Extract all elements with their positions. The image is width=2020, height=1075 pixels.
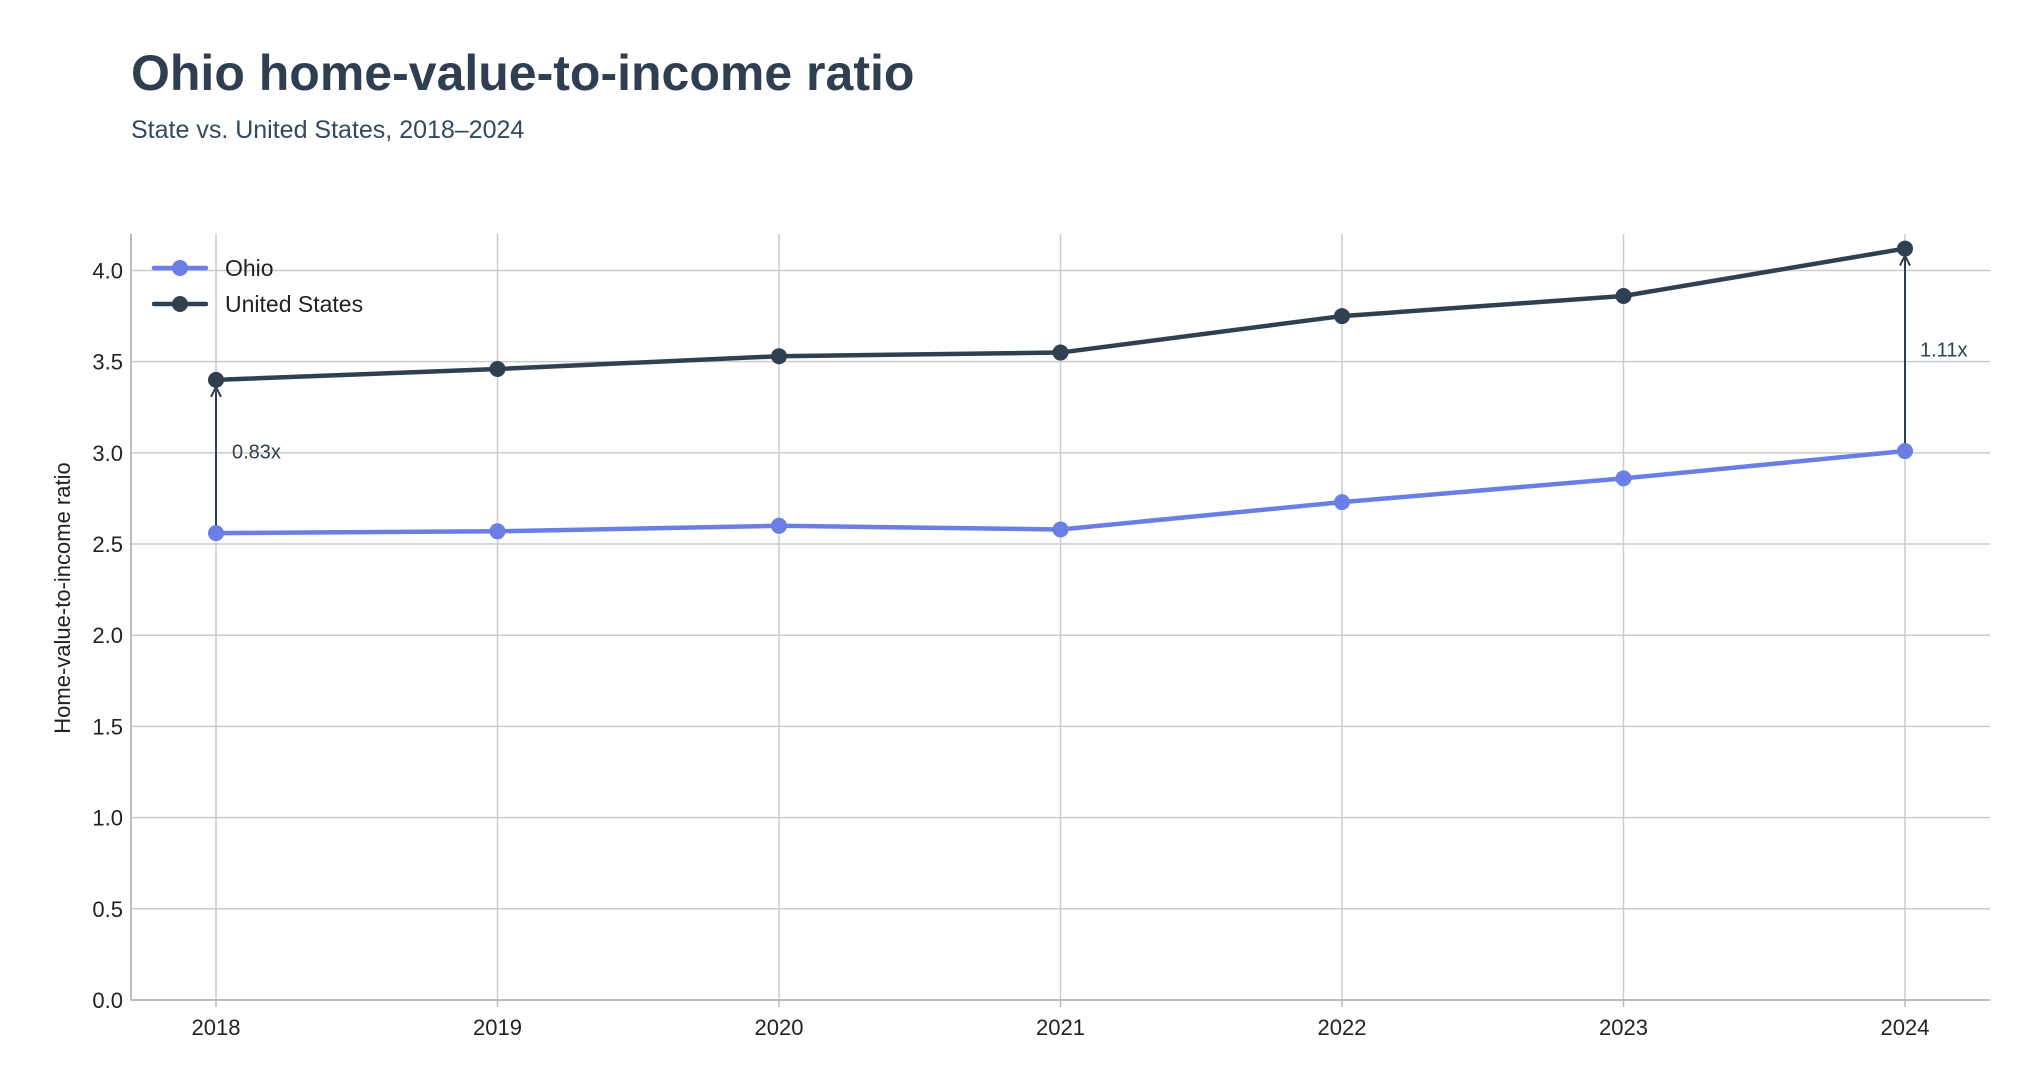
- x-tick-label: 2018: [192, 1015, 241, 1040]
- x-tick-label: 2022: [1318, 1015, 1367, 1040]
- data-point: [208, 525, 224, 542]
- y-tick-label: 2.5: [92, 532, 123, 557]
- data-point: [771, 517, 787, 534]
- data-point: [1615, 288, 1632, 305]
- y-tick-label: 3.5: [92, 350, 123, 375]
- data-point: [208, 371, 224, 388]
- series: [208, 240, 1913, 542]
- chart-title: Ohio home-value-to-income ratio: [131, 45, 915, 101]
- x-tick-label: 2023: [1599, 1015, 1648, 1040]
- annotations: 0.83x 1.11x: [216, 256, 1967, 527]
- x-tick-label: 2024: [1881, 1015, 1930, 1040]
- legend-label: Ohio: [225, 255, 274, 281]
- legend: Ohio United States: [151, 255, 363, 317]
- axes: 0.0 0.5 1.0 1.5 2.0 2.5 3.0 3.5 4.0 2018 2019 2020 2…: [92, 234, 1990, 1040]
- y-tick-label: 1.0: [92, 806, 123, 831]
- grid: [131, 234, 1990, 1001]
- chart-subtitle: State vs. United States, 2018–2024: [131, 116, 525, 144]
- data-point: [1052, 521, 1069, 538]
- data-point: [1334, 308, 1350, 325]
- gap-label: 0.83x: [232, 442, 281, 464]
- y-tick-label: 0.5: [92, 897, 123, 922]
- data-point: [489, 523, 506, 540]
- y-tick-label: 1.5: [92, 714, 123, 739]
- data-point: [1334, 494, 1350, 511]
- data-point: [1052, 344, 1069, 361]
- y-tick-label: 0.0: [92, 988, 123, 1013]
- legend-label: United States: [225, 291, 363, 317]
- x-tick-label: 2019: [473, 1015, 522, 1040]
- data-point: [771, 348, 787, 365]
- legend-swatch-marker: [172, 260, 188, 276]
- gap-label: 1.11x: [1920, 340, 1967, 362]
- data-point: [1897, 240, 1913, 257]
- data-point: [1897, 443, 1913, 460]
- y-tick-label: 2.0: [92, 623, 123, 648]
- y-tick-label: 3.0: [92, 441, 123, 466]
- data-point: [1615, 470, 1632, 487]
- data-point: [489, 360, 506, 377]
- y-axis-label: Home-value-to-income ratio: [50, 462, 75, 733]
- x-tick-label: 2021: [1036, 1015, 1085, 1040]
- x-tick-label: 2020: [755, 1015, 804, 1040]
- legend-swatch-marker: [172, 296, 188, 312]
- y-tick-label: 4.0: [92, 258, 123, 283]
